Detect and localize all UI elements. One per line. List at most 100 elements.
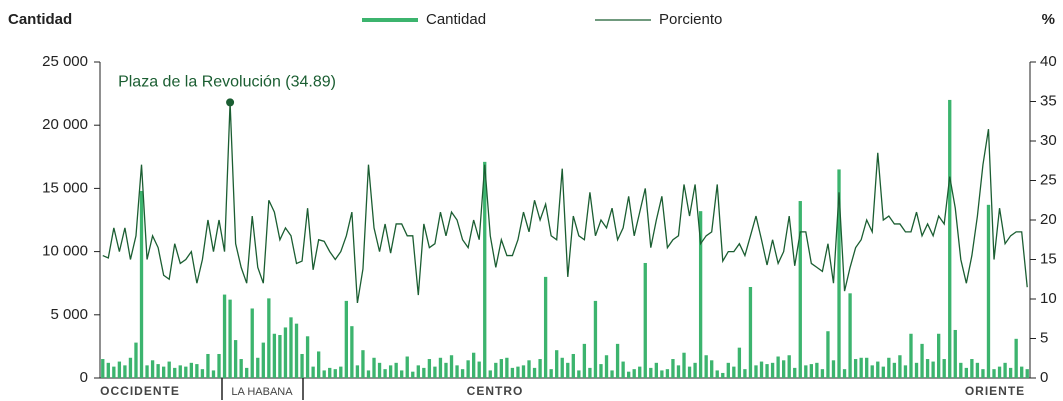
y2-tick-label: 40	[1040, 53, 1057, 70]
bar	[914, 362, 919, 378]
bar	[865, 357, 869, 378]
annotation-dot	[226, 98, 235, 107]
bar	[422, 367, 426, 378]
bar	[654, 362, 658, 378]
bar	[765, 364, 769, 378]
bar	[505, 357, 509, 378]
bar	[649, 367, 653, 378]
bar	[848, 293, 852, 378]
bar	[571, 353, 575, 378]
y-axis-title: Cantidad	[8, 11, 72, 28]
y2-tick-label: 5	[1040, 329, 1048, 346]
bar	[903, 365, 908, 378]
bar	[294, 323, 299, 378]
bar	[328, 367, 332, 378]
bar	[981, 369, 985, 378]
bar	[682, 352, 686, 378]
bar	[472, 352, 476, 378]
bar	[826, 331, 830, 378]
bar	[162, 366, 166, 378]
bar	[638, 366, 642, 378]
bar	[859, 357, 863, 378]
region-label: LA HABANA	[231, 386, 293, 398]
bar	[245, 367, 249, 378]
y2-tick-label: 10	[1040, 290, 1057, 307]
region-label: ORIENTE	[965, 384, 1025, 398]
bar	[272, 333, 277, 378]
bar	[411, 371, 415, 378]
bar	[566, 362, 570, 378]
bar	[516, 366, 520, 378]
bar	[388, 365, 393, 378]
bar	[350, 326, 354, 378]
bar	[538, 359, 542, 378]
bar	[970, 359, 974, 378]
bar	[488, 370, 492, 378]
y-tick-label: 25 000	[42, 53, 88, 70]
bar	[300, 353, 304, 378]
bar	[643, 262, 647, 378]
bar	[527, 360, 531, 378]
bar	[820, 369, 825, 378]
bar	[804, 365, 808, 378]
bar	[361, 350, 365, 378]
bar	[604, 355, 609, 378]
bar	[117, 361, 122, 378]
bar	[184, 366, 188, 378]
bar	[726, 362, 730, 378]
y2-tick-label: 25	[1040, 171, 1057, 188]
bar	[925, 359, 930, 378]
line	[102, 102, 1028, 304]
bar	[809, 364, 813, 378]
bar	[400, 370, 404, 378]
bar	[339, 366, 343, 378]
bar	[394, 362, 398, 378]
bar	[283, 327, 288, 378]
bar	[671, 359, 675, 378]
bar	[178, 365, 182, 378]
bar	[101, 359, 105, 378]
bar	[377, 362, 382, 378]
y-tick-label: 5 000	[50, 306, 88, 323]
bar	[748, 286, 753, 378]
bar	[997, 366, 1002, 378]
bar	[278, 335, 282, 378]
bar	[112, 366, 116, 378]
y2-tick-label: 30	[1040, 132, 1057, 149]
bar	[992, 369, 996, 378]
bar	[200, 369, 205, 378]
bar	[145, 365, 149, 378]
bar	[782, 360, 786, 378]
bar	[632, 369, 636, 378]
bar	[195, 364, 199, 378]
bar	[582, 343, 587, 378]
bar	[737, 347, 742, 378]
bar	[106, 362, 110, 378]
bar	[444, 362, 448, 378]
bar	[870, 365, 874, 378]
bar	[853, 359, 858, 378]
bar	[959, 362, 963, 378]
bar	[233, 340, 238, 378]
bar	[687, 366, 692, 378]
bar	[477, 361, 481, 378]
bar	[355, 365, 360, 378]
bar	[964, 367, 968, 378]
bar	[831, 360, 836, 378]
bar	[455, 365, 459, 378]
y-tick-label: 10 000	[42, 243, 88, 260]
bar	[416, 365, 420, 378]
bar	[555, 350, 559, 378]
bar	[942, 359, 946, 378]
bar	[593, 300, 598, 378]
bar	[743, 369, 747, 378]
bar	[621, 361, 625, 378]
y2-tick-label: 0	[1040, 369, 1048, 386]
bar	[615, 343, 620, 378]
bar	[892, 362, 897, 378]
bar	[1003, 362, 1007, 378]
bar	[627, 371, 631, 378]
bar	[698, 211, 703, 378]
bar	[577, 370, 581, 378]
